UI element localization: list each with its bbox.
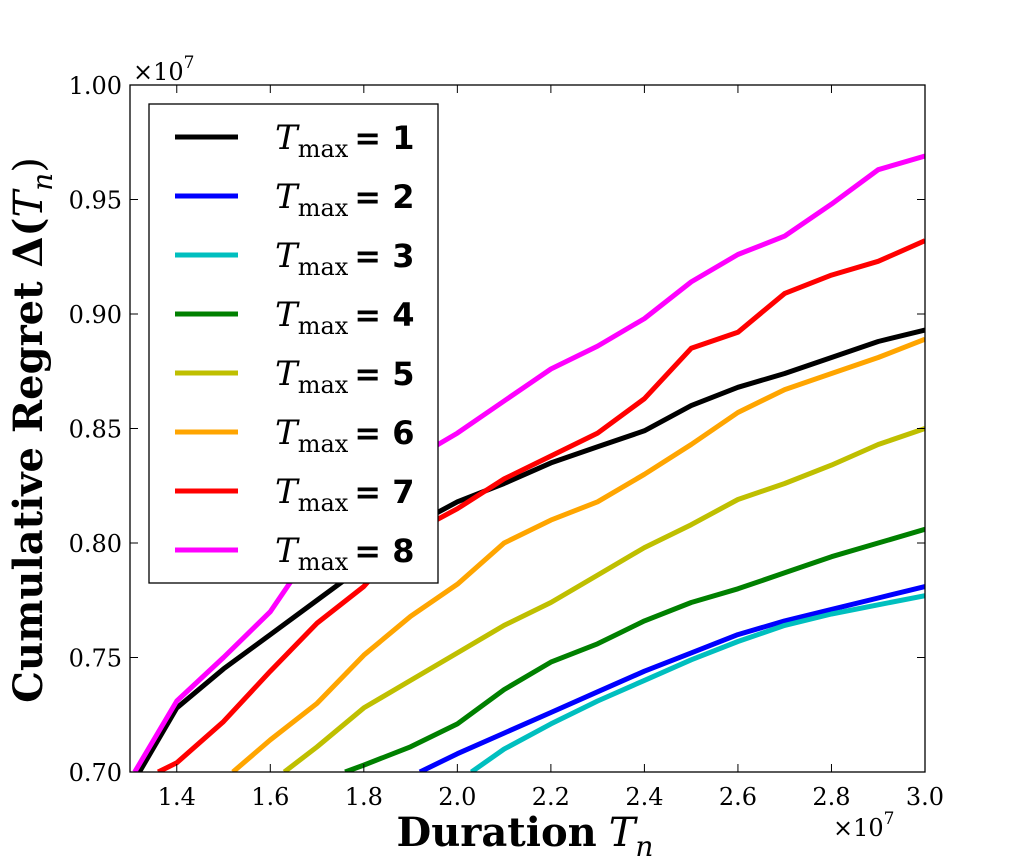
series-line-tmax-4 [344, 526, 925, 772]
legend-label-tmax-6: Tmax = 6 [275, 413, 415, 458]
y-tick-label: 0.75 [69, 645, 122, 673]
y-axis-title: Cumulative Regret Δ(Tn) [5, 157, 59, 703]
legend-label-tmax-3: Tmax = 3 [275, 236, 415, 281]
series-line-tmax-6 [231, 336, 925, 772]
legend-label-tmax-5: Tmax = 5 [275, 354, 415, 399]
legend-label-tmax-2: Tmax = 2 [275, 177, 415, 222]
axis-ticks: 1.4 1.6 1.8 2.0 2.2 2.4 2.6 2.8 3.0 0.70 0.75 0.80 0… [69, 72, 945, 811]
legend-box [148, 103, 439, 584]
legend: Tmax = 1 Tmax = 2 Tmax = 3 Tmax = 4 Tmax = 5 Tmax =… [148, 103, 439, 584]
x-tick-label: 2.6 [719, 783, 757, 811]
x-axis-title: Duration Tn [397, 809, 654, 861]
x-tick-label: 2.8 [812, 783, 850, 811]
x-tick-label: 1.4 [158, 783, 196, 811]
series-line-tmax-3 [469, 593, 925, 772]
x-tick-label: 2.4 [625, 783, 663, 811]
x-tick-label: 1.8 [345, 783, 383, 811]
legend-label-tmax-8: Tmax = 8 [275, 531, 415, 576]
x-tick-label: 2.2 [532, 783, 570, 811]
series-line-tmax-7 [156, 238, 925, 772]
series-lines [132, 153, 925, 772]
series-line-tmax-8 [132, 153, 925, 772]
y-tick-label: 0.90 [69, 301, 122, 329]
x-axis-multiplier: ×107 [833, 809, 894, 842]
series-line-tmax-2 [418, 584, 925, 772]
series-line-tmax-5 [282, 426, 925, 772]
series-line-tmax-1 [137, 327, 925, 772]
legend-label-tmax-1: Tmax = 1 [275, 118, 415, 163]
y-tick-label: 0.85 [69, 416, 122, 444]
y-tick-label: 0.95 [69, 187, 122, 215]
legend-label-tmax-4: Tmax = 4 [275, 295, 415, 340]
y-axis-multiplier: ×107 [133, 53, 194, 86]
x-tick-label: 2.0 [438, 783, 476, 811]
y-tick-label: 0.80 [69, 530, 122, 558]
y-tick-label: 0.70 [69, 759, 122, 787]
y-tick-label: 1.00 [69, 72, 122, 100]
legend-label-tmax-7: Tmax = 7 [275, 472, 415, 517]
x-tick-label: 3.0 [906, 783, 944, 811]
x-tick-label: 1.6 [251, 783, 289, 811]
